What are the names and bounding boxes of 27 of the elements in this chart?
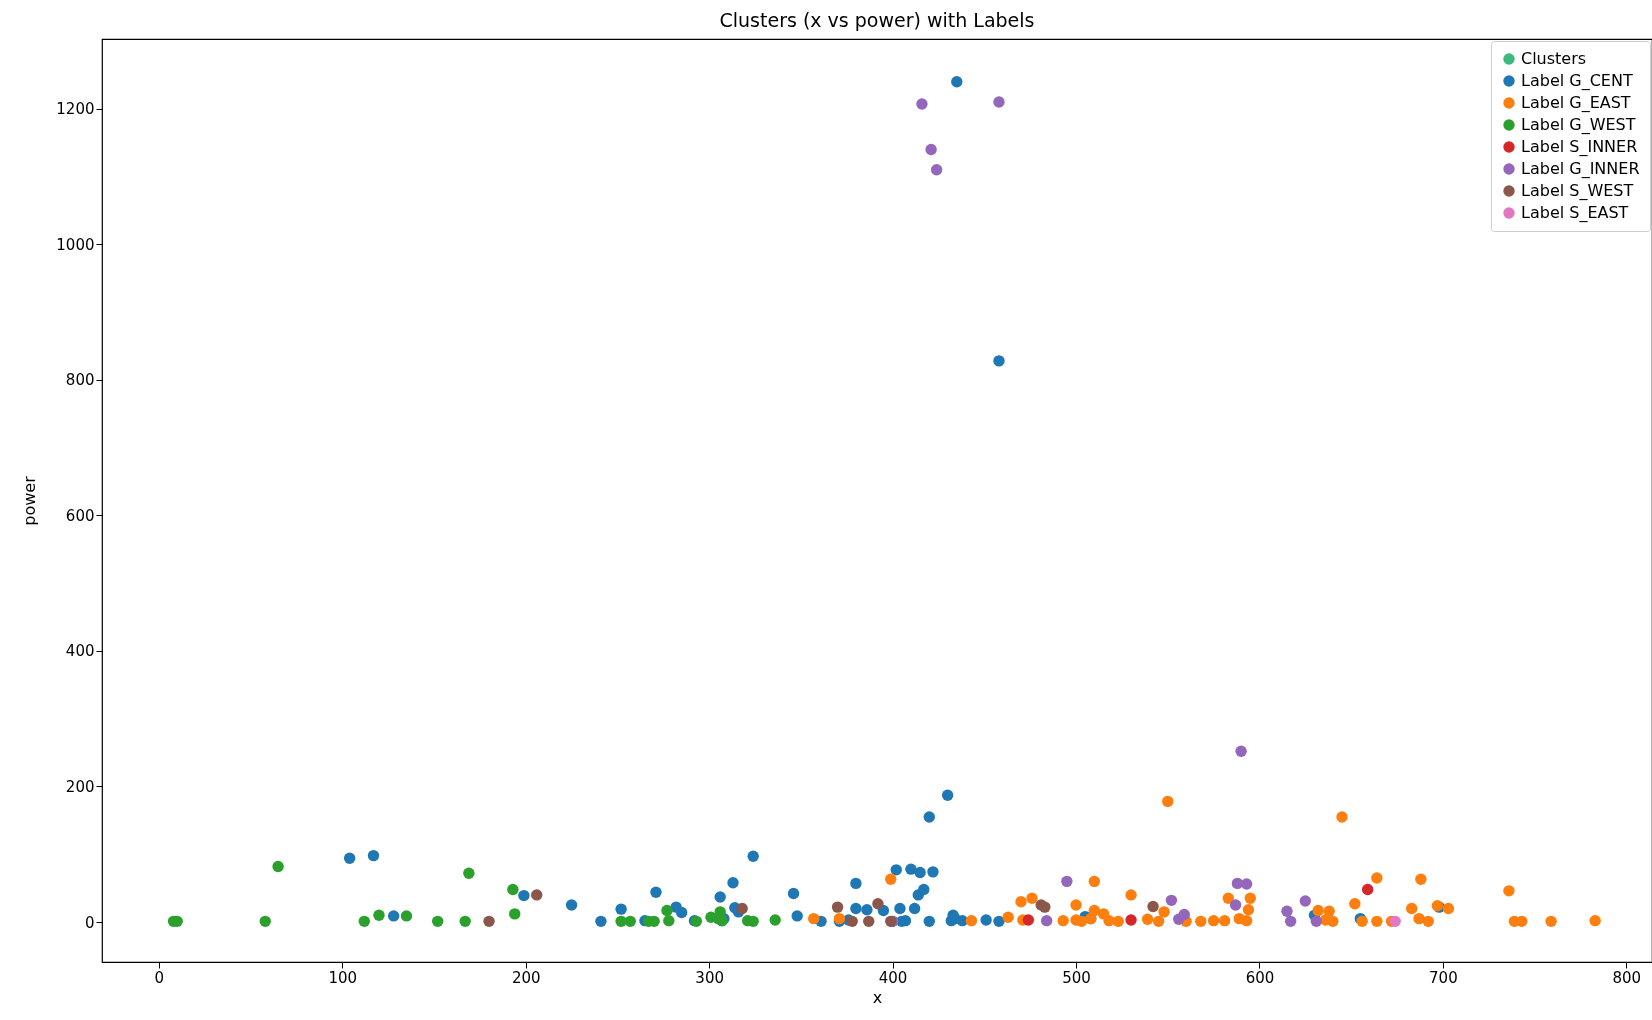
- legend-label: Label G_INNER: [1521, 159, 1640, 179]
- legend-label: Label S_EAST: [1521, 203, 1629, 223]
- legend-label: Label G_WEST: [1521, 115, 1636, 135]
- x-tick-label: 700: [1429, 968, 1458, 987]
- legend-label: Clusters: [1521, 49, 1587, 68]
- y-tick-label: 1200: [56, 100, 95, 119]
- x-tick-label: 400: [878, 968, 908, 987]
- y-tick-label: 200: [65, 777, 95, 796]
- x-axis-title: x: [872, 987, 883, 1007]
- chart-title: Clusters (x vs power) with Labels: [719, 9, 1035, 31]
- legend-label: Label G_EAST: [1521, 93, 1631, 113]
- legend-label: Label S_INNER: [1521, 137, 1638, 157]
- legend-label: Label G_CENT: [1521, 71, 1633, 91]
- x-tick-label: 600: [1245, 968, 1275, 987]
- y-tick-label: 0: [84, 913, 95, 932]
- x-tick-label: 300: [695, 968, 724, 987]
- y-tick-label: 1000: [56, 235, 95, 254]
- y-tick-label: 400: [65, 642, 95, 661]
- y-axis-title: power: [20, 475, 40, 526]
- x-tick-label: 800: [1612, 968, 1642, 987]
- x-tick-label: 0: [154, 968, 165, 987]
- legend-label: Label S_WEST: [1521, 181, 1634, 201]
- x-tick-label: 500: [1062, 968, 1091, 987]
- y-tick-label: 800: [65, 371, 95, 390]
- x-tick-label: 100: [328, 968, 358, 987]
- y-tick-label: 600: [65, 506, 95, 525]
- x-tick-label: 200: [511, 968, 541, 987]
